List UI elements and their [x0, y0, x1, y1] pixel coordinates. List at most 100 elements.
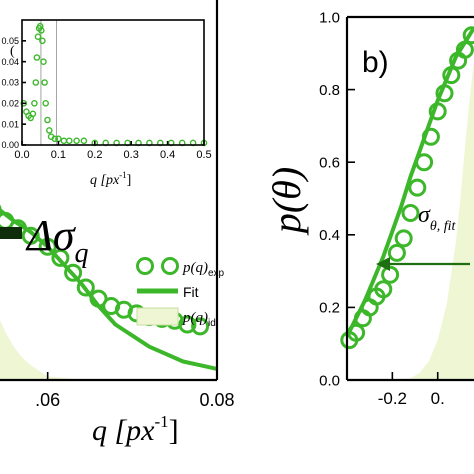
panel-b-annotation: σθ, fit	[418, 202, 457, 234]
inset-data-point	[44, 116, 51, 124]
panel-a-data-point	[51, 248, 70, 267]
inset-data-point	[29, 110, 37, 118]
inset-y-tick-label: 0.03	[1, 78, 19, 88]
panel-b-annotation-sub: θ, fit	[430, 219, 457, 234]
panel-a-chart: .06 0.08 q [px-1] Δσq p(q)exp Fit p(q)id	[0, 0, 235, 447]
panel-b-annotation-arrow-head	[376, 257, 390, 271]
inset-x-ticks: 0.0 0.1 0.2 0.3 0.4 0.5	[14, 141, 212, 161]
inset-x-tick-label: 0.4	[160, 149, 175, 161]
inset-x-tick-label: 0.5	[196, 149, 211, 161]
panel-b-data-point	[428, 102, 447, 121]
inset-x-tick-label: 0.3	[124, 149, 139, 161]
legend-label-ideal: p(q)id	[182, 310, 216, 329]
inset-data-point	[41, 79, 48, 86]
inset-x-axis-label-close: ]	[127, 173, 132, 188]
panel-b-data-point	[462, 26, 474, 45]
inset-x-tick-label: 0.0	[14, 149, 29, 161]
panel-b-data-point	[455, 40, 474, 59]
panel-a-data-point	[178, 315, 197, 334]
panel-b-data-point	[408, 178, 427, 197]
inset-data-point	[33, 54, 41, 61]
inset-data-point	[40, 58, 47, 66]
panel-b-x-tick-label: 0.	[431, 389, 445, 408]
panel-a-data-point	[64, 263, 83, 282]
panel-b-y-tick-label: 0.0	[319, 372, 340, 389]
panel-b-data-point	[421, 127, 440, 146]
panel-b-area-layer	[347, 60, 474, 380]
inset-x-tick-label: 0.2	[87, 149, 102, 161]
inset-x-axis-label: q [px-1]	[90, 170, 131, 188]
inset-data-point	[42, 100, 50, 107]
panel-a-data-point	[191, 317, 210, 336]
inset-data-point	[36, 22, 44, 30]
panel-b-x-tick-label: -0.2	[378, 389, 407, 408]
panel-b-data-point	[374, 280, 393, 299]
panel-b-chart: -0.2 0. 0.0 0.2 0.4 0.6 0.8 1.0 p(θ) b) σθ, fi…	[264, 9, 474, 408]
inset-y-tick-label: 0.02	[1, 98, 19, 108]
panel-a-inset: 0.0 0.1 0.2 0.3 0.4 0.5 0.000.010.020.030.040…	[1, 19, 212, 188]
inset-background	[22, 20, 204, 145]
inset-y-ticks: 0.00 0.01 0.02 0.03 0.04 0.05	[1, 36, 26, 150]
panel-b-y-tick-label: 0.4	[319, 227, 340, 244]
legend-label-ideal-sub: id	[208, 318, 216, 329]
panel-a-x-axis-label-main: q [px	[92, 414, 155, 447]
panel-a-x-tick-label: .06	[35, 390, 60, 410]
panel-b-y-axis-label: p(θ)	[264, 167, 309, 236]
legend-label-ideal-base: p(q)	[182, 310, 208, 326]
legend-label-exp: p(q)exp	[182, 260, 225, 279]
inset-data-point	[66, 137, 73, 145]
inset-data-point	[51, 135, 59, 143]
panel-b-y-tick-label: 1.0	[319, 9, 340, 26]
inset-vertical-lines	[40, 20, 58, 145]
panel-a-annotation-arrow-tip	[0, 227, 22, 239]
panel-b-data-point	[442, 66, 461, 85]
legend-marker-exp	[136, 257, 154, 275]
panel-b-data-point	[415, 153, 434, 172]
panel-b-marker-layer	[340, 26, 474, 350]
panel-a-annotation: Δσq	[25, 211, 89, 269]
panel-a-legend: p(q)exp Fit p(q)id	[136, 257, 225, 329]
inset-data-point	[32, 79, 40, 86]
panel-b-x-ticks: -0.2 0.	[378, 372, 445, 408]
panel-b-data-point	[394, 229, 413, 248]
inset-y-tick-label: 0.04	[1, 57, 19, 67]
panel-a-data-point	[76, 278, 95, 297]
legend-marker-exp-2	[161, 257, 179, 275]
panel-b-y-tick-label: 0.6	[319, 154, 340, 171]
panel-a-x-ticks: .06 0.08	[35, 372, 235, 410]
inset-y-tick-label: 0.00	[1, 140, 19, 150]
panel-a-data-point	[38, 237, 57, 256]
panel-b-data-point	[387, 243, 406, 262]
inset-y-tick-label: 0.05	[1, 36, 19, 46]
panel-b-data-point	[435, 84, 454, 103]
panel-a-data-point	[89, 289, 108, 308]
legend-swatch-ideal	[136, 307, 179, 326]
panel-a-x-axis-label: q [px-1]	[92, 412, 179, 447]
panel-b-data-point	[401, 204, 420, 222]
inset-x-axis-label-sup: -1	[119, 170, 127, 180]
panel-b-y-tick-label: 0.8	[319, 82, 340, 99]
panel-a-annotation-sub: q	[75, 238, 89, 269]
panel-b-y-tick-label: 0.2	[319, 300, 340, 317]
inset-data-point	[46, 127, 53, 134]
legend-label-exp-sub: exp	[208, 268, 225, 279]
panel-b-data-point	[347, 323, 366, 342]
legend-label-exp-base: p(q)	[182, 260, 208, 276]
inset-x-axis-label-main: q [px	[90, 173, 120, 188]
panel-b-ideal-area	[347, 60, 474, 380]
panel-a-area-layer	[0, 320, 217, 380]
inset-y-tick-label: 0.01	[1, 119, 19, 129]
inset-data-point	[80, 137, 88, 145]
legend-label-fit: Fit	[183, 284, 199, 300]
inset-x-tick-label: 0.1	[51, 149, 66, 161]
inset-data-point	[38, 27, 45, 34]
panel-b-data-point	[381, 265, 400, 284]
panel-a-ideal-area	[0, 320, 217, 380]
panel-a-x-tick-label: 0.08	[199, 390, 234, 410]
panel-b-annotation-main: σ	[418, 202, 431, 228]
inset-data-point	[39, 37, 46, 45]
panel-a-data-point	[21, 226, 40, 245]
inset-data-point	[73, 137, 80, 145]
inset-data-point	[31, 100, 38, 107]
